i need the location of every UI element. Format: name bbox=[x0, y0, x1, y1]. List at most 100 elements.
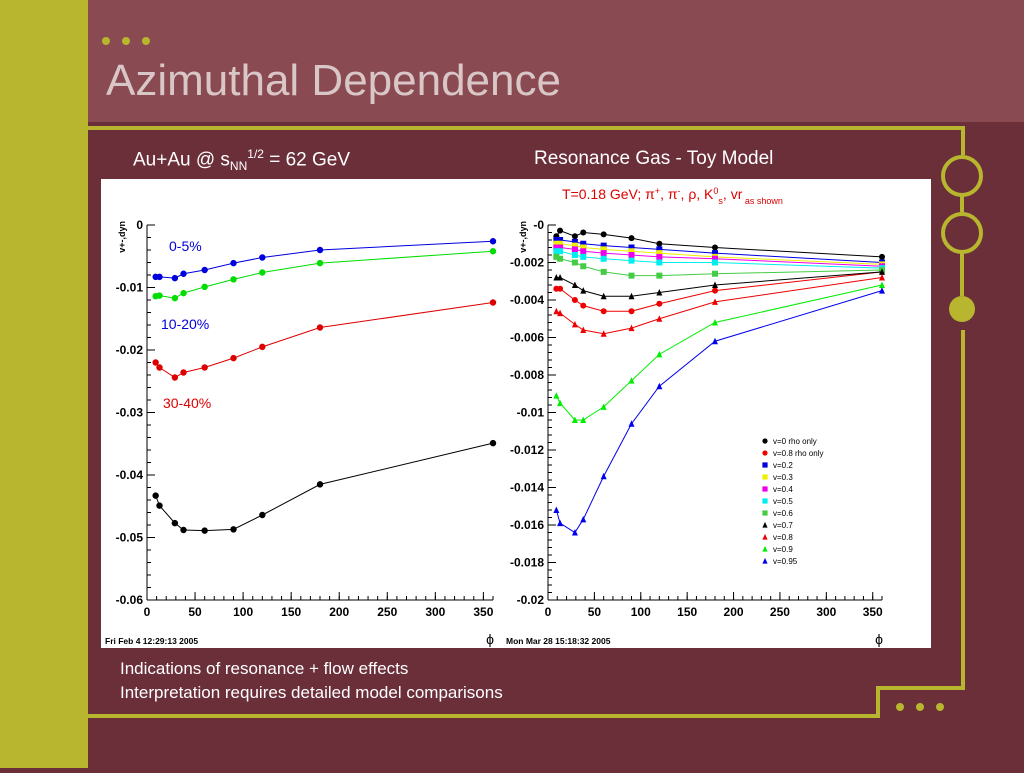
y-tick-label: -0.03 bbox=[116, 406, 144, 420]
series-10 bbox=[553, 281, 885, 423]
data-point bbox=[553, 237, 560, 243]
data-point bbox=[152, 492, 159, 499]
data-point bbox=[171, 294, 179, 302]
series-1 bbox=[553, 227, 885, 260]
data-point bbox=[553, 307, 560, 315]
data-point bbox=[180, 526, 187, 534]
data-point bbox=[600, 403, 607, 410]
dot-icon bbox=[102, 37, 110, 45]
chart-timestamp: Fri Feb 4 12:29:13 2005 bbox=[105, 636, 198, 646]
data-point bbox=[180, 369, 187, 376]
x-tick-label: 0 bbox=[144, 605, 151, 619]
y-tick-label: -0.06 bbox=[116, 593, 144, 607]
legend-marker bbox=[762, 474, 768, 480]
data-point bbox=[656, 350, 663, 358]
series-line bbox=[155, 442, 494, 532]
data-point bbox=[656, 382, 663, 390]
series-annotation: 10-20% bbox=[161, 316, 209, 332]
filled-circle-icon bbox=[949, 296, 975, 322]
x-tick-label: 250 bbox=[377, 605, 397, 619]
series-1 bbox=[152, 238, 497, 282]
data-point bbox=[628, 235, 635, 242]
data-point bbox=[656, 289, 663, 296]
data-point bbox=[656, 272, 663, 279]
series-11 bbox=[553, 287, 885, 536]
frame-line-top bbox=[88, 126, 965, 155]
data-point bbox=[600, 308, 607, 315]
data-point bbox=[152, 359, 159, 366]
data-point bbox=[230, 259, 237, 267]
ring-icon bbox=[941, 212, 983, 254]
legend-label: v=0.3 bbox=[773, 473, 793, 482]
series-2 bbox=[152, 248, 497, 302]
data-point bbox=[600, 255, 607, 262]
data-point bbox=[879, 287, 885, 294]
legend-marker bbox=[762, 498, 768, 504]
legend-label: v=0.4 bbox=[773, 485, 793, 494]
y-tick-label: 0 bbox=[136, 218, 143, 232]
y-tick-label: -0.006 bbox=[510, 331, 544, 345]
data-point bbox=[230, 354, 237, 362]
dot-icon bbox=[916, 703, 924, 711]
data-point bbox=[489, 248, 497, 255]
chart-1: 0 50 100 150 200 250 300 350 0 -0.01 -0.02 -0.03 -0.… bbox=[105, 218, 497, 647]
data-point bbox=[656, 250, 663, 257]
data-point bbox=[557, 399, 564, 407]
charts-svg: 0 50 100 150 200 250 300 350 0 -0.01 -0.02 -0.03 -0.… bbox=[105, 186, 885, 647]
y-tick-label: -0.012 bbox=[510, 443, 544, 457]
data-point bbox=[712, 244, 718, 251]
data-point bbox=[656, 315, 663, 322]
data-point bbox=[712, 298, 718, 305]
data-point bbox=[259, 343, 266, 351]
note-line-2: Interpretation requires detailed model c… bbox=[120, 683, 503, 702]
data-point bbox=[712, 337, 718, 345]
x-tick-label: 0 bbox=[545, 605, 552, 619]
data-point bbox=[489, 238, 497, 245]
data-point bbox=[571, 320, 578, 328]
chart-2: 0 50 100 150 200 250 300 350 -0 -0.002 -0.004 -0.00… bbox=[506, 186, 885, 647]
data-point bbox=[580, 240, 587, 247]
x-tick-label: 350 bbox=[863, 605, 883, 619]
data-point bbox=[201, 364, 208, 371]
subtitle-left-sub: NN bbox=[229, 159, 248, 174]
y-tick-label: -0.01 bbox=[517, 406, 545, 420]
series-annotation: 0-5% bbox=[169, 238, 202, 254]
data-point bbox=[712, 287, 718, 294]
legend-marker bbox=[762, 438, 768, 444]
data-point bbox=[553, 248, 560, 255]
data-point bbox=[180, 289, 187, 297]
data-point bbox=[580, 253, 587, 260]
data-point bbox=[316, 324, 324, 331]
chart-timestamp: Mon Mar 28 15:18:32 2005 bbox=[506, 636, 611, 646]
left-accent-bar bbox=[0, 0, 88, 768]
legend-marker bbox=[762, 462, 768, 468]
data-point bbox=[571, 238, 578, 245]
data-point bbox=[557, 519, 564, 527]
series-line bbox=[155, 250, 494, 299]
data-point bbox=[553, 240, 560, 247]
data-point bbox=[628, 244, 635, 251]
data-point bbox=[712, 270, 718, 277]
subtitle-left: Au+Au @ sNN1/2 = 62 GeV bbox=[133, 147, 350, 173]
y-tick-label: -0 bbox=[533, 218, 544, 232]
dot-icon bbox=[896, 703, 904, 711]
data-point bbox=[628, 292, 635, 300]
x-tick-label: 200 bbox=[329, 605, 349, 619]
data-point bbox=[201, 283, 208, 291]
data-point bbox=[557, 237, 564, 243]
data-point bbox=[580, 229, 587, 236]
data-point bbox=[628, 252, 635, 258]
legend-label: v=0.8 bbox=[773, 533, 793, 542]
data-point bbox=[600, 242, 607, 249]
data-point bbox=[656, 300, 663, 307]
data-point bbox=[553, 392, 560, 399]
data-point bbox=[571, 233, 578, 240]
data-point bbox=[571, 529, 578, 536]
data-point bbox=[201, 527, 208, 534]
data-point bbox=[171, 374, 179, 381]
data-point bbox=[879, 274, 885, 281]
x-tick-label: 50 bbox=[588, 605, 602, 619]
data-point bbox=[712, 281, 718, 288]
data-point bbox=[316, 246, 324, 254]
